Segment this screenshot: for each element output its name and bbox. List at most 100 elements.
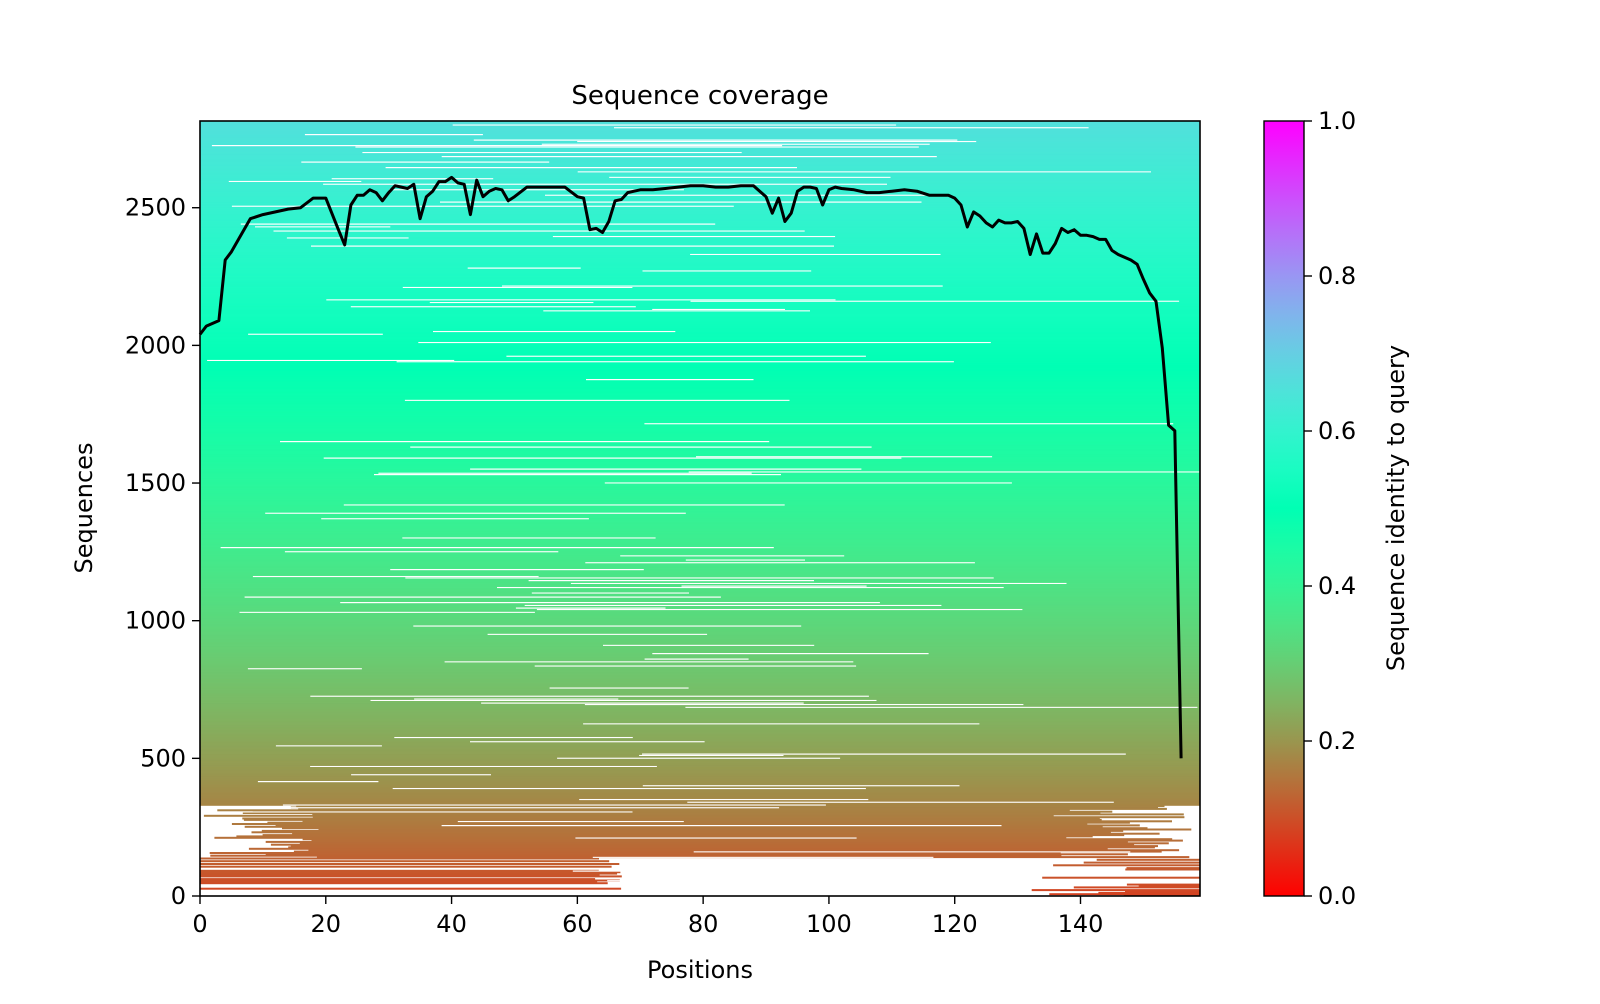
heatmap-band [200,324,1200,327]
heatmap-band [200,167,1200,170]
heatmap-gap [244,596,721,598]
colorbar-tick-label: 0.6 [1318,417,1356,445]
heatmap-gap [370,699,877,701]
heatmap-band [200,788,1200,791]
heatmap-gap [280,441,770,443]
heatmap-band [200,612,1200,615]
heatmap-band [200,863,620,865]
heatmap-band [200,305,1200,308]
heatmap-band [200,617,1200,620]
heatmap-gap [623,871,1115,873]
colorbar-ticks: 0.0 0.2 0.4 0.6 0.8 1.0 [1304,107,1356,910]
heatmap-band [200,770,1200,773]
heatmap-band [200,758,1200,761]
heatmap-gap [350,306,636,308]
heatmap-band [200,374,1200,377]
heatmap-gap [528,580,814,582]
heatmap-gap [216,811,633,813]
heatmap-band [200,645,1200,648]
heatmap-band [200,319,1200,322]
heatmap-band [200,125,1200,128]
heatmap-band [200,510,1200,513]
heatmap-band [200,879,620,882]
plot-frame [199,120,1201,897]
heatmap-band [200,620,1200,623]
heatmap-band [200,290,1200,293]
heatmap-band [200,518,1200,521]
heatmap-band [200,452,1200,455]
heatmap-band [200,390,1200,393]
heatmap-band [200,181,1200,184]
heatmap-band [200,498,1200,501]
heatmap-gap [385,167,797,169]
heatmap-band [200,751,1200,754]
heatmap-gap [592,856,934,858]
heatmap-band [200,783,1200,786]
heatmap-band [282,827,1148,830]
colorbar-tick-label: 0.4 [1318,572,1356,600]
heatmap-gap [269,807,780,809]
heatmap-band [200,368,1200,371]
heatmap-band [200,425,1200,428]
heatmap-band [200,447,1200,450]
heatmap-band [200,517,1200,520]
heatmap-band [200,653,1200,656]
heatmap-gap [343,504,785,506]
heatmap-band [200,353,1200,356]
heatmap-band [200,635,1200,638]
heatmap-band [200,260,1200,262]
heatmap-band [1096,858,1200,861]
heatmap-band [200,297,1200,300]
heatmap-band [200,600,1200,602]
heatmap-band [200,502,1200,505]
heatmap-band [200,739,1200,742]
heatmap-band [318,828,1192,831]
heatmap-band [200,136,1200,139]
heatmap-band [200,286,1200,289]
heatmap-band [200,568,1200,571]
heatmap-band [200,507,1200,510]
heatmap-band [200,556,1200,558]
heatmap-band [200,174,1200,177]
heatmap-gap [286,237,409,239]
heatmap-band [200,781,1200,784]
heatmap-band [200,597,1200,600]
heatmap-band [200,280,1200,283]
heatmap-band [200,130,1200,133]
heatmap-band [265,853,1128,856]
heatmap-gap [323,183,888,185]
heatmap-band [200,573,1200,576]
heatmap-band [200,178,1200,181]
heatmap-band [200,572,1200,575]
heatmap-band [200,539,1200,542]
heatmap-band [200,371,1200,374]
heatmap-band [200,218,1200,221]
heatmap-band [200,228,1200,231]
heatmap-band [288,846,1155,849]
heatmap-band [200,857,599,860]
x-axis-label: Positions [647,956,753,984]
heatmap-band [200,242,1200,245]
heatmap-band [200,418,1200,421]
heatmap-band [200,165,1200,167]
heatmap-band [200,272,1200,275]
heatmap-band [200,642,1200,645]
heatmap-band [200,426,1200,429]
heatmap-band [200,127,1200,130]
heatmap-band [200,227,1200,229]
heatmap-band [200,768,1200,770]
heatmap-band [200,693,1200,696]
heatmap-band [200,177,1200,180]
y-axis-label: Sequences [70,443,98,574]
heatmap-gap [688,471,1200,473]
heatmap-band [200,799,1200,802]
heatmap-band [200,649,1200,652]
heatmap-band [200,547,1200,550]
heatmap-band [200,622,1200,625]
heatmap-gap [247,668,362,670]
heatmap-gap [248,333,383,335]
heatmap-band [200,414,1200,417]
heatmap-band [200,415,1200,418]
heatmap-gap [351,774,491,776]
heatmap-gap [255,226,391,228]
